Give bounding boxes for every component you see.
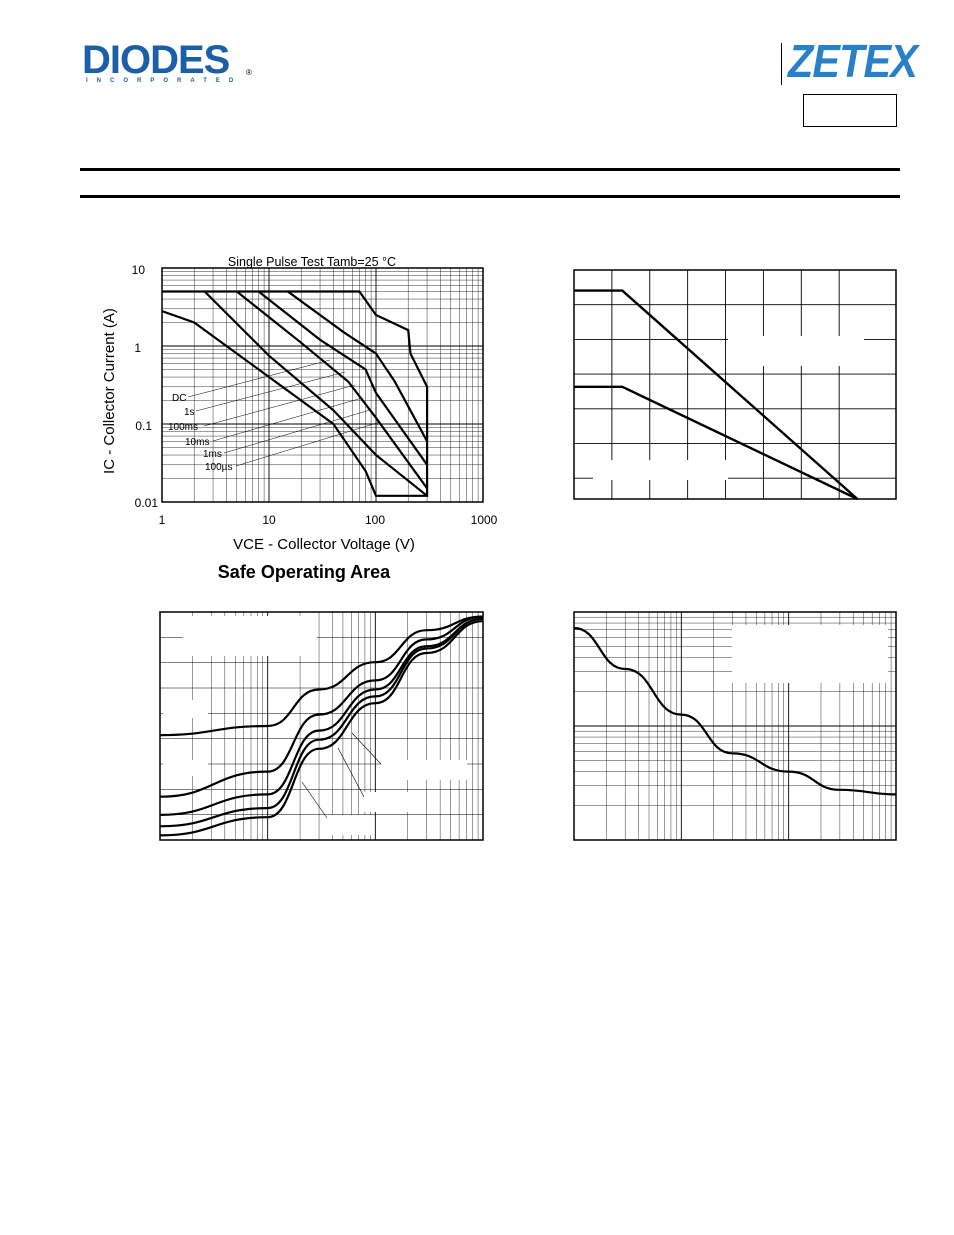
gain-series-line (159, 620, 484, 837)
soa-series-line (204, 290, 428, 489)
gain-mask (163, 760, 208, 776)
gain-mask (183, 616, 317, 656)
soa-leader-line (195, 371, 346, 412)
diodes-logo-subtitle: INCORPORATED (86, 78, 243, 84)
soa-ytick: 0.01 (135, 496, 159, 510)
soa-xtick: 100 (365, 513, 385, 527)
soa-leader-line (187, 359, 331, 398)
part-number-box (803, 94, 897, 127)
impedance-series-line (573, 626, 897, 796)
gain-chart (159, 611, 484, 841)
soa-grid (161, 268, 483, 503)
soa-xlabel: VCE - Collector Voltage (V) (233, 536, 415, 553)
derating-grid (574, 270, 896, 499)
gain-series-line (159, 617, 484, 816)
soa-leaders (187, 359, 381, 467)
soa-series-line (258, 290, 429, 442)
top-rule (80, 168, 900, 171)
soa-label-1s: 1s (184, 407, 195, 418)
bottom-rule (80, 195, 900, 198)
gain-series-line (159, 617, 484, 828)
soa-ytick: 0.1 (135, 419, 152, 433)
derating-series-line (574, 289, 859, 500)
soa-series-line (161, 310, 429, 497)
soa-xtick: 1000 (471, 513, 498, 527)
derating-chart (573, 269, 897, 501)
impedance-plot-frame (573, 611, 897, 841)
gain-leader-line (351, 732, 382, 765)
derating-series-line (574, 385, 858, 501)
soa-ytick: 1 (134, 341, 141, 355)
derating-plot-frame (573, 269, 897, 500)
zetex-divider (781, 43, 782, 85)
gain-series (159, 615, 484, 837)
soa-label-100ms: 100ms (168, 422, 198, 433)
derating-series (574, 289, 859, 501)
impedance-chart (573, 611, 897, 841)
soa-subtitle-bg (212, 252, 412, 267)
soa-label-100us: 100µs (205, 462, 232, 473)
soa-plot-frame (161, 267, 484, 503)
soa-xtick: 1 (159, 513, 166, 527)
derating-mask (593, 460, 728, 480)
soa-series-line (236, 290, 428, 466)
soa-label-10ms: 10ms (185, 437, 209, 448)
gain-mask (163, 700, 208, 718)
gain-mask (326, 815, 374, 835)
soa-ylabel: IC - Collector Current (A) (101, 308, 118, 474)
soa-title: Safe Operating Area (218, 562, 391, 582)
gain-mask (362, 792, 416, 812)
zetex-logo: ZETEX (788, 35, 918, 87)
soa-leader-line (212, 397, 363, 442)
gain-leaders (301, 732, 382, 819)
gain-leader-line (301, 781, 328, 819)
gain-plot-frame (159, 611, 484, 841)
soa-leader-line (223, 409, 371, 454)
soa-label-1ms: 1ms (203, 449, 222, 460)
gain-series-line (159, 615, 484, 737)
diodes-logo-text: DIODES (82, 38, 230, 82)
gain-series-line (159, 615, 484, 798)
soa-ytick: 10 (132, 263, 146, 277)
diodes-logo: DIODES (82, 38, 230, 82)
registered-mark: ® (246, 68, 252, 77)
soa-leader-line (203, 384, 356, 427)
soa-leader-line (235, 421, 381, 467)
impedance-series (573, 626, 897, 796)
gain-mask (381, 760, 467, 780)
impedance-mask (732, 625, 888, 683)
soa-xtick: 10 (262, 513, 276, 527)
soa-subtitle: Single Pulse Test Tamb=25 °C (228, 255, 396, 269)
gain-leader-line (337, 747, 365, 798)
soa-series-line (162, 290, 428, 497)
soa-series-line (287, 290, 429, 388)
soa-chart: Single Pulse Test Tamb=25 °C 10 1 0.1 0.… (101, 252, 498, 582)
soa-series (161, 290, 429, 497)
derating-mask (728, 336, 864, 366)
soa-label-dc: DC (172, 393, 186, 404)
